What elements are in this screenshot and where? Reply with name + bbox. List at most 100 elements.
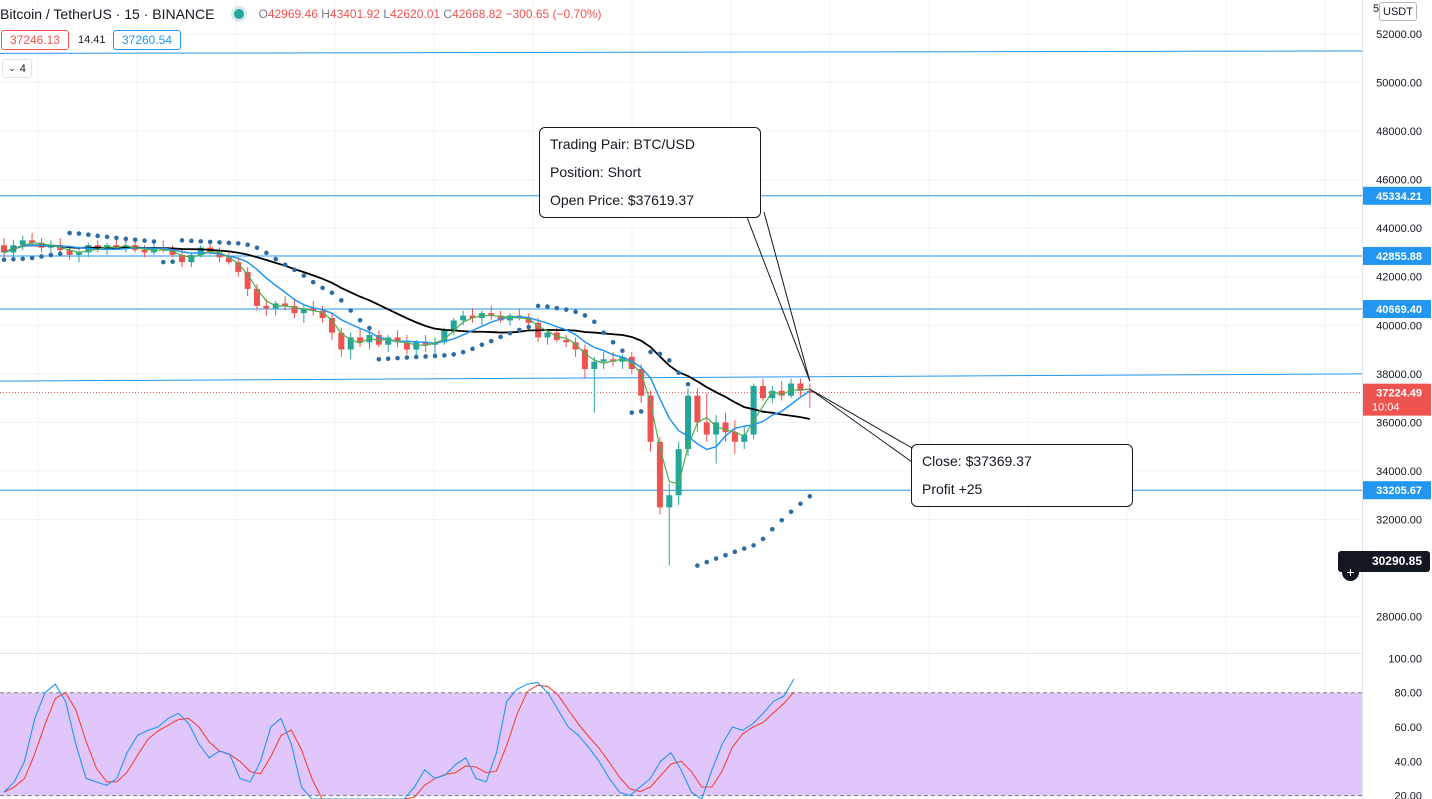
sar-dot xyxy=(620,348,625,354)
price-axis[interactable]: 28000.00 32000.00 34000.00 36000.00 38000.00… xyxy=(1338,29,1431,799)
price-tick-label: 28000.00 xyxy=(1376,612,1422,624)
symbol-header: Bitcoin / TetherUS · 15 · BINANCE O42969… xyxy=(0,4,602,24)
candle-body xyxy=(413,342,420,350)
trend-lines[interactable] xyxy=(0,50,1363,394)
candle-body xyxy=(591,361,598,369)
candle-body xyxy=(319,310,326,319)
sar-dot xyxy=(264,250,269,256)
candle-body xyxy=(778,390,785,396)
sar-dot xyxy=(39,254,44,259)
position-text: Position: Short xyxy=(550,164,642,180)
price-tick-label: 40000.00 xyxy=(1376,320,1422,332)
currency-button[interactable]: USDT xyxy=(1379,2,1417,21)
candle-body xyxy=(263,305,270,309)
sar-dot xyxy=(545,304,550,309)
sar-dot xyxy=(751,543,756,548)
sar-dot xyxy=(685,381,691,387)
candle-body xyxy=(769,390,776,399)
candle-body xyxy=(235,262,242,272)
candle-body xyxy=(647,395,654,442)
sar-dot xyxy=(95,233,100,239)
price-tick-label: 34000.00 xyxy=(1376,466,1422,478)
sar-dot xyxy=(198,239,204,244)
sar-dot xyxy=(638,409,644,414)
sar-dot xyxy=(142,238,147,243)
candle-body xyxy=(291,305,298,314)
candle-body xyxy=(357,337,364,343)
sar-dot xyxy=(301,273,307,278)
horizontal-levels[interactable] xyxy=(0,195,1362,491)
sar-dot xyxy=(563,307,569,312)
candle-body xyxy=(797,383,804,391)
market-status-icon xyxy=(234,9,245,19)
candle-body xyxy=(403,342,410,350)
axis-top-label: 5 xyxy=(1373,3,1380,15)
sar-dot xyxy=(207,239,213,245)
trade-info-callout[interactable]: Trading Pair: BTC/USD Position: Short Op… xyxy=(539,127,761,218)
grid xyxy=(0,0,1363,799)
crosshair-price-label: 30290.85 xyxy=(1372,554,1422,568)
sar-dot xyxy=(226,240,232,246)
candle-body xyxy=(572,342,579,350)
indicators-toggle-button[interactable]: ⌄ 4 xyxy=(2,59,32,78)
sar-dot xyxy=(713,556,719,561)
candle-body xyxy=(19,240,26,246)
candle-body xyxy=(66,250,73,255)
indicator-count: 4 xyxy=(19,62,26,75)
trade-result-callout[interactable]: Close: $37369.37 Profit +25 xyxy=(911,444,1133,507)
ohlc-close: 42668.82 xyxy=(452,7,503,21)
add-alert-icon[interactable]: + xyxy=(1342,564,1359,581)
sar-dot xyxy=(648,349,653,355)
sar-dot xyxy=(610,339,616,345)
candle-body xyxy=(169,250,176,255)
candle-body xyxy=(385,337,392,345)
stochastic-tick-label: 100.00 xyxy=(1388,653,1422,665)
candle-body xyxy=(179,254,186,263)
stochastic-band-fill xyxy=(0,692,1362,796)
candle-body xyxy=(141,250,148,253)
candlestick-series xyxy=(1,233,813,566)
price-tick-label: 32000.00 xyxy=(1376,514,1422,526)
sar-dot xyxy=(339,298,344,303)
candle-body xyxy=(581,349,588,369)
close-price-text: Close: $37369.37 xyxy=(922,453,1032,469)
sar-dot xyxy=(235,241,241,246)
sar-dot xyxy=(488,338,494,344)
sar-dot xyxy=(132,237,138,243)
buy-price-button[interactable]: 37260.54 xyxy=(113,30,181,50)
parabolic-sar xyxy=(1,230,813,568)
sar-dot xyxy=(657,351,663,357)
ohlc-high-key: H xyxy=(321,7,330,21)
sar-dot xyxy=(189,238,194,244)
sar-dot xyxy=(423,354,428,359)
sar-dot xyxy=(151,239,157,244)
candle-body xyxy=(338,332,345,350)
sell-price-button[interactable]: 37246.13 xyxy=(1,30,69,50)
sar-dot xyxy=(104,234,110,240)
candle-body xyxy=(488,313,495,316)
crosshair-price-tag xyxy=(1338,550,1430,572)
trade-callout-leader xyxy=(744,211,811,382)
level-price-tag xyxy=(1363,186,1431,205)
sar-dot xyxy=(395,355,400,361)
ohlc-change: −300.65 (−0.70%) xyxy=(505,7,602,21)
sar-dot xyxy=(741,546,747,551)
candle-body xyxy=(244,271,251,289)
ohlc-low-key: L xyxy=(383,7,390,21)
sar-dot xyxy=(348,308,353,313)
candle-body xyxy=(563,339,570,343)
sar-dot xyxy=(310,279,316,285)
candle-body xyxy=(703,422,710,435)
candle-body xyxy=(525,318,532,323)
candle-body xyxy=(759,385,766,399)
sar-dot xyxy=(601,330,606,335)
symbol-title[interactable]: Bitcoin / TetherUS · 15 · BINANCE xyxy=(0,6,215,22)
trend-line-0 xyxy=(0,50,1363,54)
price-tick-label: 46000.00 xyxy=(1376,175,1422,187)
candle-body xyxy=(544,332,551,338)
sar-dot xyxy=(57,251,63,257)
candle-body xyxy=(600,359,607,362)
profit-text: Profit +25 xyxy=(922,481,983,497)
sar-dot xyxy=(666,358,672,363)
